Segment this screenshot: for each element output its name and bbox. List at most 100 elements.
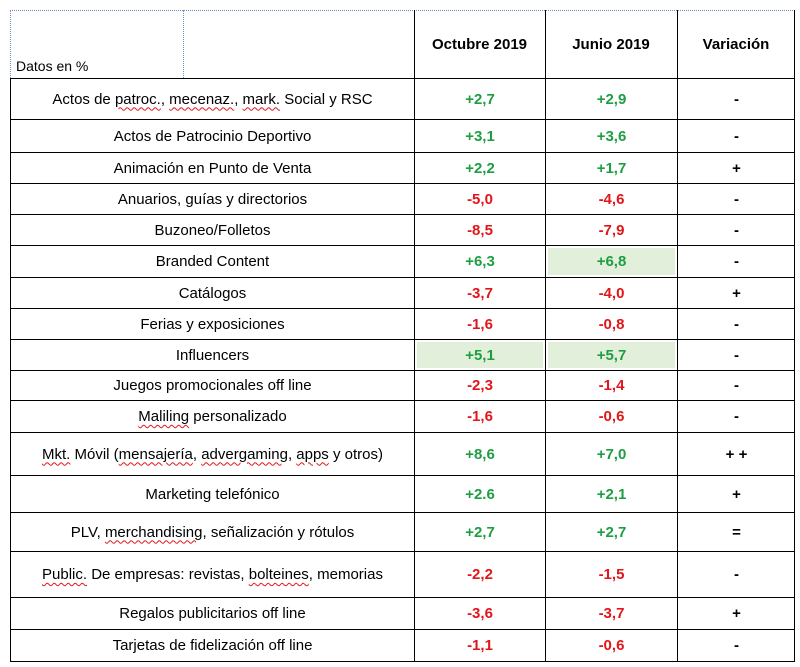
value-june: -3,7 bbox=[598, 605, 625, 622]
value-june: +2,7 bbox=[596, 523, 627, 541]
row-label: Animación en Punto de Venta bbox=[113, 159, 312, 177]
value-variation: - bbox=[734, 315, 739, 333]
row-label: Tarjetas de fidelización off line bbox=[112, 637, 313, 654]
row-label: Mkt. Móvil (mensajería, advergaming, app… bbox=[11, 433, 414, 475]
value-variation: - bbox=[734, 127, 739, 145]
row-label: Marketing telefónico bbox=[145, 485, 280, 503]
row-label: Maliling personalizado bbox=[11, 401, 414, 432]
row-divider bbox=[10, 183, 795, 184]
row-label-text: Maliling personalizado bbox=[138, 408, 287, 425]
value-june: +2,9 bbox=[596, 90, 627, 108]
value-variation: + bbox=[732, 159, 741, 177]
value-june: -0,6 bbox=[598, 637, 625, 654]
row-divider bbox=[10, 475, 795, 476]
column-header-variation: Variación bbox=[702, 35, 770, 53]
spellcheck-mark: patroc. bbox=[114, 90, 161, 108]
value-october: -3,7 bbox=[467, 284, 493, 302]
row-label-text: Actos de patroc., mecenaz., mark. Social… bbox=[52, 90, 373, 108]
spellcheck-mark: mark. bbox=[242, 90, 281, 108]
row-label-text: Mkt. Móvil (mensajería, advergaming, app… bbox=[41, 445, 383, 463]
column-divider bbox=[545, 10, 546, 662]
row-divider bbox=[10, 308, 795, 309]
value-june: +2,1 bbox=[596, 485, 627, 503]
row-divider bbox=[10, 400, 795, 401]
spellcheck-mark: merchandising bbox=[104, 523, 203, 541]
row-label-text: PLV, merchandising, señalización y rótul… bbox=[70, 523, 355, 541]
value-variation: + bbox=[732, 485, 741, 503]
row-divider bbox=[10, 432, 795, 433]
row-label: Juegos promocionales off line bbox=[113, 377, 312, 394]
row-label: Actos de Patrocinio Deportivo bbox=[113, 127, 312, 145]
corner-inner-border bbox=[183, 10, 184, 78]
column-header-october: Octubre 2019 bbox=[431, 35, 528, 53]
table-top-border bbox=[10, 10, 795, 11]
value-variation: - bbox=[734, 408, 739, 425]
corner-left-border bbox=[10, 10, 11, 78]
spellcheck-mark: apps bbox=[296, 445, 329, 463]
row-label-text: Public. De empresas: revistas, bolteines… bbox=[42, 566, 383, 583]
value-october: -1,1 bbox=[467, 637, 493, 654]
spellcheck-mark: Mkt. bbox=[41, 445, 71, 463]
value-variation: + bbox=[732, 605, 741, 622]
value-june: -1,4 bbox=[598, 377, 625, 394]
value-variation: + + bbox=[725, 445, 748, 463]
value-variation: - bbox=[734, 377, 739, 394]
row-label: Influencers bbox=[175, 346, 250, 364]
value-october: +8,6 bbox=[465, 445, 495, 463]
value-october: +2,2 bbox=[465, 159, 495, 177]
value-october: -1,6 bbox=[467, 315, 493, 333]
row-divider bbox=[10, 370, 795, 371]
row-divider bbox=[10, 597, 795, 598]
column-divider bbox=[414, 10, 415, 662]
value-june: -0,6 bbox=[598, 408, 625, 425]
value-october: -3,6 bbox=[467, 605, 493, 622]
spellcheck-mark: advergaming bbox=[201, 445, 288, 463]
column-divider bbox=[677, 10, 678, 662]
value-variation: - bbox=[734, 566, 739, 583]
value-october: +3,1 bbox=[465, 127, 495, 145]
spellcheck-mark: mecenaz. bbox=[169, 90, 235, 108]
spellcheck-mark: bolteines bbox=[248, 566, 309, 583]
row-label: Ferias y exposiciones bbox=[140, 315, 285, 333]
value-variation: - bbox=[734, 637, 739, 654]
value-variation: - bbox=[734, 253, 739, 270]
row-divider bbox=[10, 78, 795, 79]
value-variation: - bbox=[734, 346, 739, 364]
row-divider bbox=[10, 277, 795, 278]
value-june: +7,0 bbox=[596, 445, 627, 463]
row-label: Regalos publicitarios off line bbox=[119, 605, 306, 622]
value-october: +6,3 bbox=[465, 253, 495, 270]
value-october: +2,7 bbox=[465, 523, 495, 541]
value-june: -0,8 bbox=[598, 315, 625, 333]
value-variation: - bbox=[734, 90, 739, 108]
row-label: Actos de patroc., mecenaz., mark. Social… bbox=[11, 79, 414, 119]
spellcheck-mark: Public. bbox=[42, 566, 88, 583]
value-october: +2,7 bbox=[465, 90, 495, 108]
value-june: +6,8 bbox=[548, 248, 675, 275]
value-june: -4,0 bbox=[598, 284, 625, 302]
row-label: Buzoneo/Folletos bbox=[154, 221, 271, 239]
row-divider bbox=[10, 512, 795, 513]
value-october: -2,2 bbox=[467, 566, 493, 583]
row-label: Public. De empresas: revistas, bolteines… bbox=[11, 552, 414, 597]
value-june: +1,7 bbox=[596, 159, 627, 177]
value-october: -2,3 bbox=[467, 377, 493, 394]
value-variation: = bbox=[732, 523, 741, 541]
value-june: -4,6 bbox=[598, 190, 625, 208]
row-label: Branded Content bbox=[155, 253, 270, 270]
value-variation: - bbox=[734, 190, 739, 208]
value-october: +2.6 bbox=[465, 485, 495, 503]
row-divider bbox=[10, 214, 795, 215]
value-october: -5,0 bbox=[467, 190, 493, 208]
row-divider bbox=[10, 551, 795, 552]
row-divider bbox=[10, 152, 795, 153]
row-divider bbox=[10, 119, 795, 120]
value-june: +5,7 bbox=[548, 342, 675, 368]
value-october: -1,6 bbox=[467, 408, 493, 425]
corner-label: Datos en % bbox=[16, 58, 89, 74]
row-label: Catálogos bbox=[178, 284, 247, 302]
value-variation: + bbox=[732, 284, 741, 302]
row-divider bbox=[10, 339, 795, 340]
value-june: -1,5 bbox=[598, 566, 625, 583]
